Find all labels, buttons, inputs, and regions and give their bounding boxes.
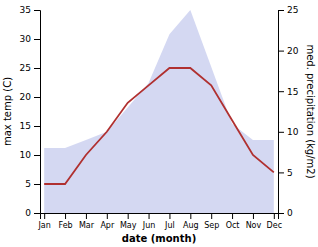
tick-mark xyxy=(65,213,66,219)
tick-mark xyxy=(211,213,212,219)
tick-mark xyxy=(232,213,233,219)
tick-mark xyxy=(34,126,40,127)
tick-mark xyxy=(34,155,40,156)
tick: 35 xyxy=(20,5,40,15)
tick-mark xyxy=(278,213,284,214)
tick-label: Aug xyxy=(183,221,199,230)
tick: 20 xyxy=(20,92,40,102)
tick: Jan xyxy=(38,213,51,230)
x-axis: Jan Feb Mar Apr May Jun Jul Aug Sep Oct Nov Dec xyxy=(38,213,283,230)
tick: 5 xyxy=(25,179,40,189)
tick-mark xyxy=(34,213,40,214)
tick-label: 5 xyxy=(25,179,31,189)
tick-label: Oct xyxy=(226,221,240,230)
tick-label: 35 xyxy=(20,5,31,15)
plot: Jan Feb Mar Apr May Jun Jul Aug Sep Oct Nov Dec 0 5 10… xyxy=(20,5,299,229)
tick-mark xyxy=(34,184,40,185)
tick-mark xyxy=(34,10,40,11)
tick-mark xyxy=(278,51,284,52)
tick-label: 10 xyxy=(20,150,32,160)
tick-label: May xyxy=(120,221,137,230)
tick-label: 15 xyxy=(20,121,31,131)
tick: 20 xyxy=(278,46,299,56)
tick: Sep xyxy=(204,213,219,230)
tick-mark xyxy=(190,213,191,219)
tick: Mar xyxy=(79,213,95,230)
tick-mark xyxy=(149,213,150,219)
tick: Nov xyxy=(246,213,262,230)
tick: 15 xyxy=(278,87,298,97)
tick-mark xyxy=(278,172,284,173)
tick-label: Dec xyxy=(267,221,282,230)
tick-label: Jun xyxy=(142,221,156,230)
tick-label: 25 xyxy=(287,5,298,15)
x-axis-title: date (month) xyxy=(122,233,196,244)
tick: May xyxy=(120,213,137,230)
tick-mark xyxy=(169,213,170,219)
tick: Jun xyxy=(142,213,156,230)
tick-mark xyxy=(107,213,108,219)
tick-label: 0 xyxy=(287,208,293,218)
axis-line xyxy=(41,214,279,220)
tick: 5 xyxy=(278,168,293,178)
tick: 30 xyxy=(20,34,40,44)
tick: 0 xyxy=(25,208,40,218)
tick-label: 10 xyxy=(287,127,299,137)
tick-label: Sep xyxy=(204,221,219,230)
tick: 25 xyxy=(278,5,298,15)
tick-mark xyxy=(34,97,40,98)
tick: 10 xyxy=(20,150,40,160)
tick-mark xyxy=(86,213,87,219)
line xyxy=(44,68,274,184)
tick-label: 15 xyxy=(287,87,298,97)
tick-mark xyxy=(34,68,40,69)
axis-line xyxy=(34,11,41,214)
tick-mark xyxy=(34,39,40,40)
tick-mark xyxy=(278,10,284,11)
tick-label: Nov xyxy=(246,221,262,230)
tick-mark xyxy=(278,91,284,92)
tick-mark xyxy=(278,132,284,133)
tick: 25 xyxy=(20,63,40,73)
area xyxy=(44,10,274,213)
tick-mark xyxy=(274,213,275,219)
tick-label: 0 xyxy=(25,208,31,218)
tick: 0 xyxy=(278,208,293,218)
tick: 15 xyxy=(20,121,40,131)
tick: Jul xyxy=(164,213,175,230)
tick-label: Jul xyxy=(164,221,175,230)
tick-label: 20 xyxy=(287,46,299,56)
marks xyxy=(44,10,274,213)
y2-axis-title: med. precipitation (kg/m2) xyxy=(305,44,316,178)
tick-mark xyxy=(44,213,45,219)
tick: Oct xyxy=(226,213,240,230)
y2-axis: 0 5 10 15 20 25 xyxy=(278,5,299,218)
tick-mark xyxy=(128,213,129,219)
chart: Jan Feb Mar Apr May Jun Jul Aug Sep Oct Nov Dec 0 5 10… xyxy=(0,0,318,247)
tick-label: Mar xyxy=(79,221,95,230)
tick-mark xyxy=(253,213,254,219)
tick-label: 20 xyxy=(20,92,32,102)
y-axis: 0 5 10 15 20 25 30 35 xyxy=(20,5,41,218)
tick-label: Apr xyxy=(100,221,115,230)
tick: Aug xyxy=(183,213,199,230)
y-axis-title: max temp (C) xyxy=(2,77,13,146)
tick: Apr xyxy=(100,213,115,230)
tick: Feb xyxy=(58,213,72,230)
tick: 10 xyxy=(278,127,299,137)
tick-label: 5 xyxy=(287,168,293,178)
tick-label: Jan xyxy=(38,221,51,230)
tick: Dec xyxy=(267,213,282,230)
tick-label: 30 xyxy=(20,34,32,44)
tick-label: Feb xyxy=(58,221,72,230)
tick-label: 25 xyxy=(20,63,31,73)
axis-line xyxy=(279,11,285,214)
